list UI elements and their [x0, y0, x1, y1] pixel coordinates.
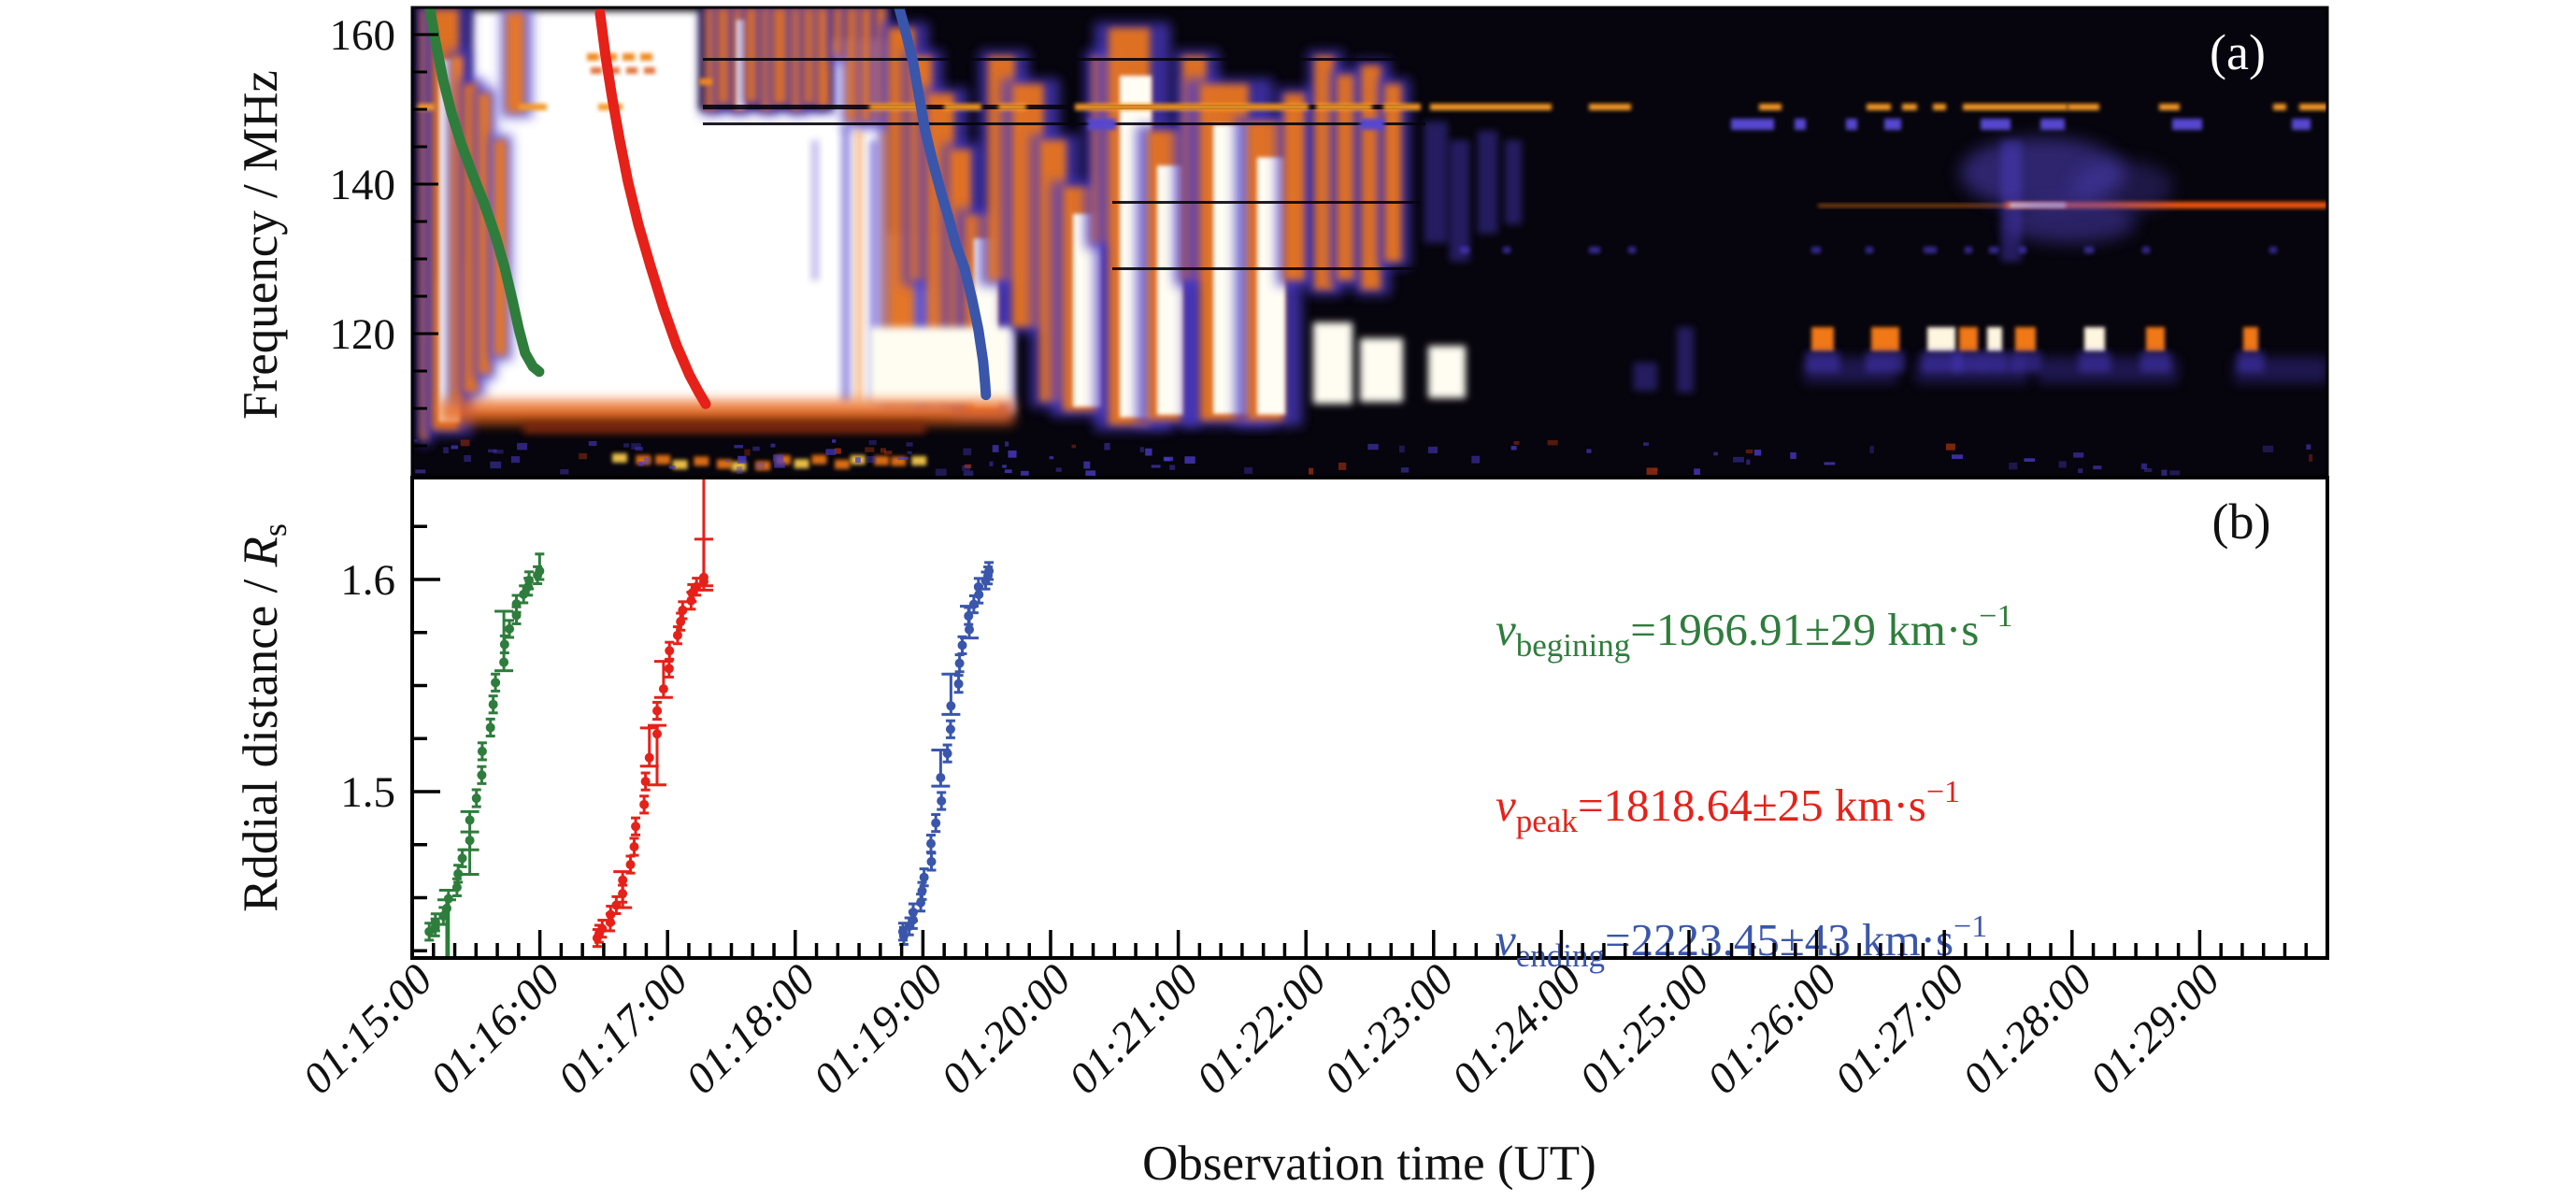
panel-b-label: (b): [2212, 493, 2271, 550]
panel-b-plot-area: [424, 478, 995, 958]
time-tick-label: 01:18:00: [677, 955, 825, 1104]
panel-b-axes: 1.5 1.6: [340, 476, 2329, 960]
freq-tick-label: 140: [330, 161, 396, 209]
time-tick-label: 01:20:00: [932, 955, 1080, 1104]
time-tick-label: 01:15:00: [293, 955, 442, 1104]
time-tick-label: 01:16:00: [422, 955, 570, 1104]
time-tick-label: 01:17:00: [549, 955, 697, 1104]
dynamic-spectrum-heatmap: [412, 7, 2327, 478]
time-tick-label: 01:19:00: [805, 955, 953, 1104]
time-tick-label: 01:28:00: [1953, 955, 2102, 1104]
frequency-drift-tracks: [424, 7, 992, 409]
time-tick-label: 01:22:00: [1187, 955, 1336, 1104]
svg-text:Rddial distance / Rs: Rddial distance / Rs: [234, 523, 293, 912]
freq-tick-label: 120: [330, 310, 396, 359]
panel-a-y-axis-title: Frequency / MHz: [234, 70, 288, 420]
time-tick-label: 01:29:00: [2082, 955, 2230, 1104]
time-tick-label: 01:25:00: [1570, 955, 1719, 1104]
panel-a-label: (a): [2210, 24, 2266, 80]
annotation-v-ending: vending=2223.45±43 km·s−1: [1496, 909, 1987, 974]
time-tick-label: 01:26:00: [1698, 955, 1847, 1104]
panel-b-y-axis-title: Rddial distance / Rs: [234, 523, 293, 912]
annotation-v-peak: vpeak=1818.64±25 km·s−1: [1496, 775, 1960, 839]
x-axis-title: Observation time (UT): [1142, 1137, 1596, 1191]
radius-tick-label: 1.5: [340, 768, 395, 817]
time-axis: 01:15:0001:16:0001:17:0001:18:0001:19:00…: [293, 930, 2308, 1104]
time-tick-label: 01:27:00: [1825, 955, 1974, 1104]
freq-tick-label: 160: [330, 11, 396, 60]
time-tick-label: 01:23:00: [1315, 955, 1464, 1104]
annotation-v-beginning: vbegining=1966.91±29 km·s−1: [1496, 599, 2012, 664]
velocity-annotations: vbegining=1966.91±29 km·s−1 vpeak=1818.64…: [1496, 599, 2012, 974]
time-tick-label: 01:24:00: [1443, 955, 1592, 1104]
radius-tick-label: 1.6: [340, 556, 395, 605]
panel-a-axes: 120 140 160: [330, 6, 2329, 479]
time-tick-label: 01:21:00: [1060, 955, 1209, 1104]
